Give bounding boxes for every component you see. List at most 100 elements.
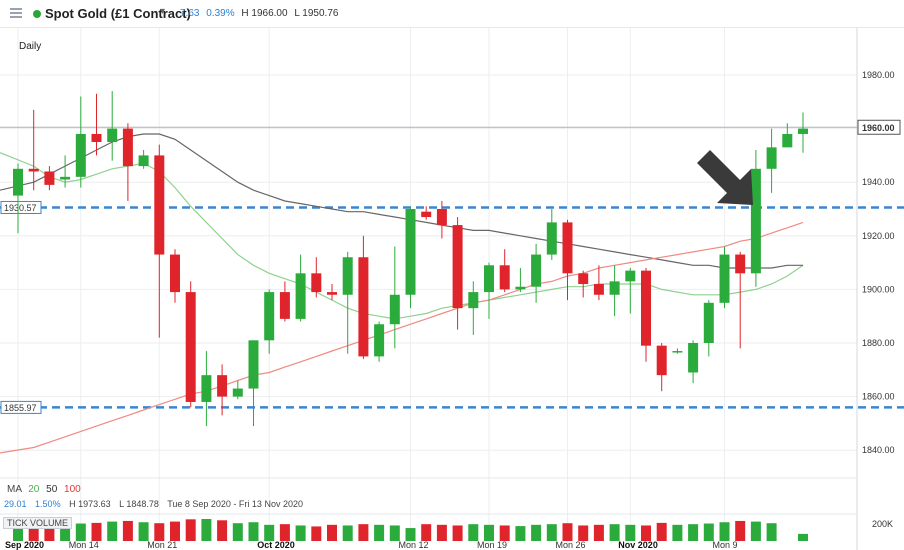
candle-down [421, 211, 432, 218]
volume-bar [531, 524, 542, 541]
ma-50-label: 50 [46, 484, 58, 495]
candle-up [515, 286, 526, 290]
price-chart[interactable]: 1980.00 1960.00 1940.00 1920.00 1900.00 1880.… [0, 28, 904, 550]
volume-axis-label: 200K [872, 519, 894, 529]
volume-bar [593, 524, 604, 541]
candle-up [625, 270, 636, 282]
volume-bar [13, 524, 23, 541]
volume-bar [688, 524, 699, 541]
x-tick-label: Mon 19 [477, 540, 507, 550]
instrument-name[interactable]: Spot Gold (£1 Contract) [45, 6, 191, 21]
candle-up [374, 324, 385, 357]
x-tick-label: Mon 12 [399, 540, 429, 550]
y-tick-label: 1880.00 [862, 338, 895, 348]
volume-bar [327, 524, 337, 541]
candle-up [295, 273, 306, 319]
candle-up [13, 168, 23, 196]
candle-down [91, 133, 102, 142]
candle-up [107, 128, 118, 142]
volume-bar [185, 519, 196, 541]
tick-volume-label[interactable]: TICK VOLUME [3, 517, 73, 529]
y-tick-label: 1940.00 [862, 177, 895, 187]
candle-up [468, 292, 479, 309]
volume-bar [75, 523, 86, 541]
volume-bar [138, 522, 149, 541]
candle-up [750, 168, 761, 274]
volume-bar [201, 519, 212, 541]
menu-icon[interactable] [10, 8, 22, 18]
candle-up [342, 257, 353, 295]
candle-down [593, 284, 604, 295]
volume-bar [625, 524, 636, 541]
level-label: 1855.97 [4, 403, 37, 413]
stat-high: H 1973.63 [69, 499, 111, 509]
volume-bar [311, 526, 322, 541]
volume-bar [484, 524, 494, 541]
candle-up [232, 388, 243, 397]
volume-bar [154, 523, 165, 541]
candle-up [389, 294, 400, 325]
annotation-arrow-icon [697, 150, 753, 205]
ma-50-line [0, 133, 803, 269]
candle-up [782, 133, 793, 148]
candle-down [656, 345, 667, 376]
y-tick-label: 1980.00 [862, 70, 895, 80]
x-tick-label: Nov 2020 [618, 540, 658, 550]
candle-down [311, 273, 322, 293]
volume-bar [28, 523, 39, 541]
candle-up [75, 133, 86, 177]
volume-bar [750, 521, 761, 541]
volume-bar [515, 526, 526, 541]
volume-bar [672, 524, 683, 541]
quote-summary: 7.63 0.39% H 1966.00 L 1950.76 [180, 8, 342, 19]
volume-bar [374, 524, 385, 541]
volume-bar [499, 525, 510, 541]
candle-down [327, 292, 337, 295]
level-badge [0, 400, 42, 414]
volume-bar [719, 522, 730, 541]
current-price-badge [857, 119, 901, 135]
ma-20-line [0, 152, 804, 320]
candle-down [154, 155, 165, 255]
level-badge [0, 200, 42, 214]
candle-up [405, 209, 416, 295]
candle-down [279, 292, 290, 319]
price-change: 7.63 [180, 8, 200, 19]
y-tick-label: 1920.00 [862, 231, 895, 241]
volume-bar [170, 521, 180, 541]
candle-down [28, 168, 39, 172]
current-price-label: 1960.00 [862, 123, 895, 133]
ma-label: MA [7, 484, 22, 495]
volume-bar [389, 525, 400, 541]
x-tick-label: Mon 26 [556, 540, 586, 550]
instrument-header: Spot Gold (£1 Contract) ▾ 7.63 0.39% H 1… [0, 0, 904, 28]
candle-up [672, 351, 683, 353]
volume-bar [122, 520, 133, 541]
candle-up [719, 254, 730, 303]
ma-legend[interactable]: MA 20 50 100 [7, 484, 81, 495]
y-tick-label: 1900.00 [862, 284, 895, 294]
candle-up [766, 147, 777, 169]
chevron-down-icon[interactable]: ▾ [160, 6, 166, 17]
candle-down [735, 254, 746, 274]
candle-up [264, 292, 275, 341]
candle-up [703, 302, 714, 343]
x-tick-label: Mon 9 [713, 540, 738, 550]
market-open-icon [33, 10, 41, 18]
volume-bar [798, 533, 808, 541]
candle-down [358, 257, 369, 357]
candle-up [531, 254, 542, 287]
candle-down [452, 225, 463, 309]
candle-down [499, 265, 510, 290]
candle-up [60, 176, 71, 180]
ma-20-label: 20 [28, 484, 40, 495]
interval-label[interactable]: Daily [19, 41, 42, 52]
candle-up [138, 155, 149, 167]
volume-bar [641, 525, 651, 541]
volume-bar [656, 522, 667, 541]
volume-bar [546, 524, 557, 541]
volume-bar [91, 522, 102, 541]
volume-bar [421, 524, 432, 541]
candle-down [122, 128, 133, 167]
volume-bar [232, 523, 243, 541]
